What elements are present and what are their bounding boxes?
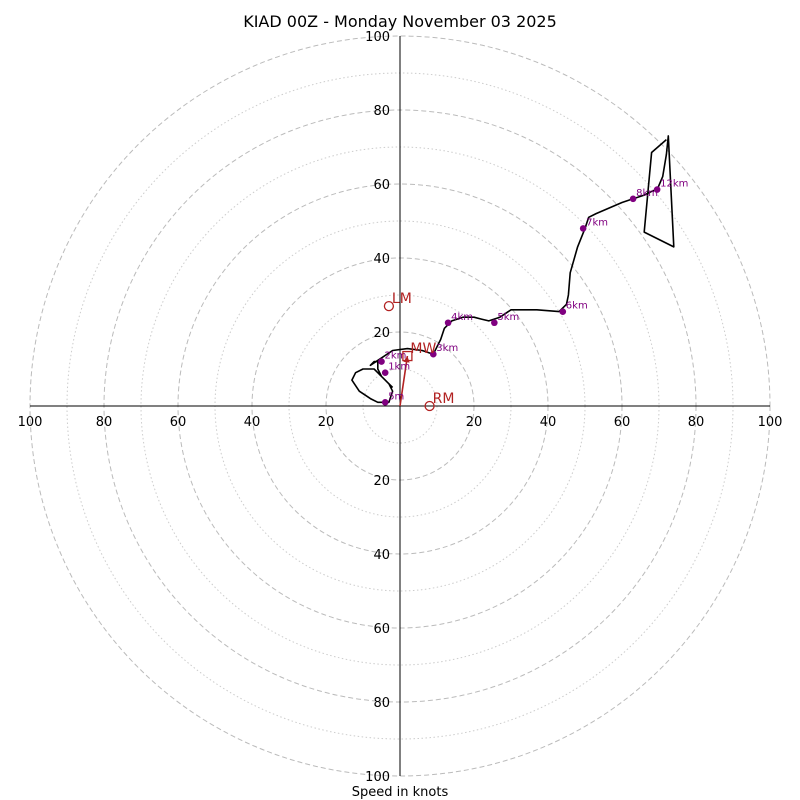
height-marker-2km — [378, 358, 385, 365]
bottom-tick-100: 100 — [365, 770, 390, 785]
mean-wind-vector — [399, 355, 409, 407]
right-tick-80: 80 — [688, 415, 705, 430]
height-marker-4km — [444, 319, 452, 327]
right-tick-60: 60 — [614, 415, 631, 430]
bottom-tick-20: 20 — [373, 474, 390, 489]
hodograph-trace — [351, 135, 675, 404]
height-label-3km: 3km — [436, 343, 458, 354]
height-label-6km: 6km — [566, 301, 588, 312]
right-tick-100: 100 — [758, 415, 783, 430]
top-tick-20: 20 — [373, 326, 390, 341]
height-label-7km: 7km — [586, 217, 608, 228]
right-tick-40: 40 — [540, 415, 557, 430]
top-tick-60: 60 — [373, 178, 390, 193]
left-tick-60: 60 — [170, 415, 187, 430]
height-marker-6km — [559, 308, 567, 315]
bottom-tick-60: 60 — [373, 622, 390, 637]
top-tick-40: 40 — [373, 252, 390, 267]
hodograph-trace-layer — [351, 135, 675, 404]
chart-title: KIAD 00Z - Monday November 03 2025 — [243, 12, 557, 31]
height-label-12km: 12km — [660, 179, 688, 190]
height-marker-3km — [430, 350, 437, 358]
height-marker-1km — [381, 369, 389, 377]
left-tick-100: 100 — [18, 415, 43, 430]
height-label-5km: 5km — [497, 312, 519, 323]
height-marker-5m — [381, 399, 389, 406]
bottom-tick-40: 40 — [373, 548, 390, 563]
height-label-5m: 5m — [388, 391, 404, 402]
storm-motion-markers: LM MW RM — [383, 291, 455, 412]
tick-labels: 100 80 60 40 20 20 40 60 80 100 100 80 60 40 20 20 40 60 8… — [18, 30, 783, 785]
top-tick-80: 80 — [373, 104, 390, 119]
motion-label-RM: RM — [433, 391, 455, 407]
height-label-8km: 8km — [636, 188, 658, 199]
height-marker-7km — [579, 225, 587, 232]
right-tick-20: 20 — [466, 415, 483, 430]
motion-label-LM: LM — [392, 291, 412, 307]
motion-label-MW: MW — [410, 341, 436, 357]
height-label-2km: 2km — [385, 351, 407, 362]
left-tick-40: 40 — [244, 415, 261, 430]
height-label-1km: 1km — [388, 362, 410, 373]
bottom-tick-80: 80 — [373, 696, 390, 711]
motion-marker-RM — [424, 400, 435, 412]
left-tick-20: 20 — [318, 415, 335, 430]
x-axis-label: Speed in knots — [352, 785, 449, 800]
motion-marker-LM — [383, 300, 395, 312]
top-tick-100: 100 — [365, 30, 390, 45]
height-marker-5km — [491, 319, 498, 327]
height-marker-8km — [629, 195, 637, 203]
height-marker-12km — [653, 186, 661, 193]
height-label-4km: 4km — [451, 312, 473, 323]
motion-marker-MW — [402, 350, 413, 362]
left-tick-80: 80 — [96, 415, 113, 430]
